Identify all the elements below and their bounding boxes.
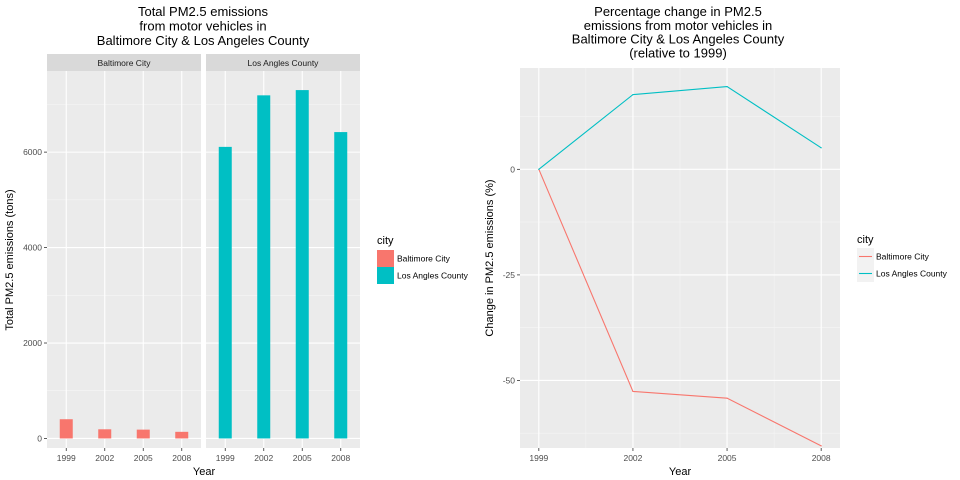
legend-label: Los Angles County bbox=[397, 271, 469, 281]
data-point bbox=[726, 397, 728, 399]
y-tick-label: -50 bbox=[503, 375, 516, 385]
data-point bbox=[538, 168, 540, 170]
facet-strip-label: Los Angles County bbox=[248, 58, 320, 68]
legend-label: Los Angles County bbox=[876, 269, 948, 279]
chart-title-line: emissions from motor vehicles in bbox=[584, 18, 773, 33]
data-point bbox=[820, 445, 822, 447]
bar bbox=[257, 95, 271, 439]
chart-title-line: Percentage change in PM2.5 bbox=[594, 4, 762, 19]
chart-title-line: Baltimore City & Los Angeles County bbox=[572, 32, 785, 47]
legend-title: city bbox=[377, 235, 394, 247]
y-tick-label: -25 bbox=[503, 270, 516, 280]
legend-title: city bbox=[857, 234, 874, 246]
bar bbox=[175, 431, 189, 439]
x-tick-label: 2005 bbox=[134, 453, 153, 463]
bar bbox=[295, 90, 309, 439]
legend-label: Baltimore City bbox=[397, 254, 451, 264]
x-tick-label: 2002 bbox=[95, 453, 114, 463]
x-tick-label: 2002 bbox=[254, 453, 273, 463]
y-axis-label: Change in PM2.5 emissions (%) bbox=[484, 179, 496, 336]
bar bbox=[98, 429, 112, 439]
x-axis-label: Year bbox=[669, 466, 692, 478]
data-point bbox=[820, 147, 822, 149]
facet-strip-label: Baltimore City bbox=[98, 58, 152, 68]
x-tick-label: 2005 bbox=[718, 453, 737, 463]
y-tick-label: 0 bbox=[510, 164, 515, 174]
bar bbox=[218, 146, 232, 439]
x-tick-label: 1999 bbox=[529, 453, 548, 463]
series-line bbox=[538, 169, 822, 447]
x-tick-label: 1999 bbox=[57, 453, 76, 463]
y-tick-label: 4000 bbox=[23, 243, 42, 253]
legend-key bbox=[377, 250, 394, 267]
x-tick-label: 2008 bbox=[812, 453, 831, 463]
bar bbox=[59, 419, 73, 439]
data-point bbox=[632, 94, 634, 96]
y-tick-label: 2000 bbox=[23, 338, 42, 348]
facet-strip bbox=[47, 54, 201, 71]
x-tick-label: 2008 bbox=[331, 453, 350, 463]
data-point bbox=[726, 85, 728, 88]
bar bbox=[334, 132, 348, 439]
x-tick-label: 2005 bbox=[293, 453, 312, 463]
y-tick-label: 0 bbox=[37, 433, 42, 443]
series-line bbox=[538, 86, 822, 170]
bar bbox=[136, 429, 150, 439]
x-tick-label: 1999 bbox=[216, 453, 235, 463]
legend-key bbox=[377, 267, 394, 284]
x-tick-label: 2008 bbox=[172, 453, 191, 463]
chart-title-line: Baltimore City & Los Angeles County bbox=[97, 33, 310, 48]
facet-strip bbox=[206, 54, 360, 71]
y-axis-label: Total PM2.5 emissions (tons) bbox=[4, 189, 16, 330]
chart-title-line: from motor vehicles in bbox=[139, 19, 266, 34]
data-point bbox=[632, 390, 634, 393]
x-tick-label: 2002 bbox=[623, 453, 642, 463]
legend-label: Baltimore City bbox=[876, 252, 930, 262]
y-tick-label: 6000 bbox=[23, 147, 42, 157]
chart-title-line: (relative to 1999) bbox=[629, 45, 727, 60]
panel-background bbox=[47, 71, 201, 448]
chart-title-line: Total PM2.5 emissions bbox=[138, 4, 269, 19]
x-axis-label: Year bbox=[193, 466, 216, 478]
